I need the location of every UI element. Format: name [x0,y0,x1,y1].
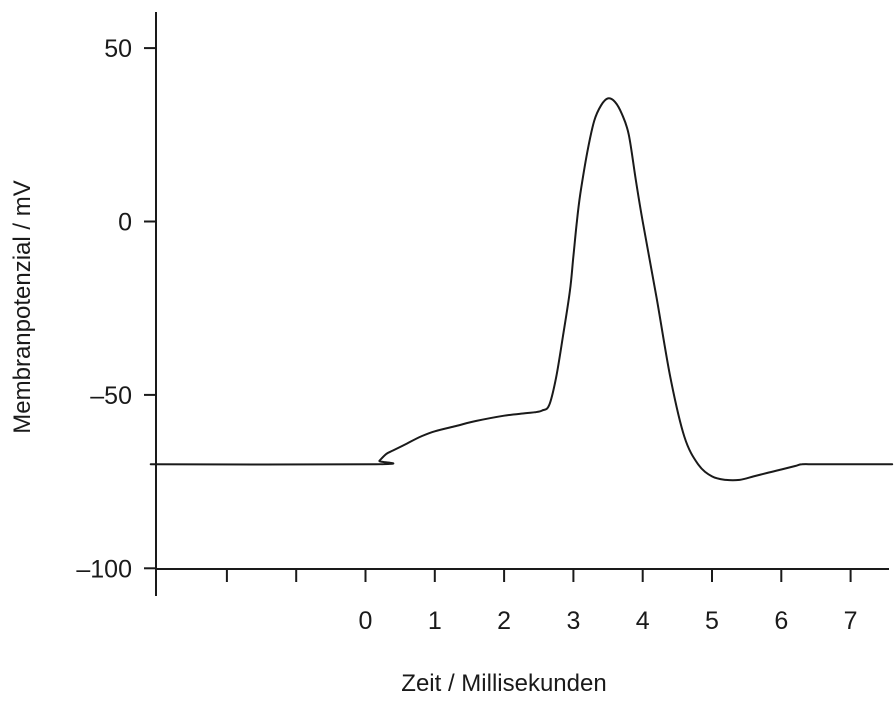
ticks: 50 0 –50 –100 0 1 2 3 4 5 6 7 [76,35,857,635]
y-tick-label: –100 [76,555,132,583]
x-tick-label: 4 [636,607,650,635]
membrane-potential-line [149,97,894,482]
x-tick-label: 2 [497,607,511,635]
x-tick-label: 5 [705,607,719,635]
x-tick-label: 0 [359,607,373,635]
y-tick-label: 50 [104,35,132,63]
y-axis-title: Membranpotenzial / mV [9,180,36,433]
x-tick-label: 3 [566,607,580,635]
x-axis-title: Zeit / Millisekunden [401,670,606,697]
y-tick-label: –50 [90,382,132,410]
x-tick-label: 6 [774,607,788,635]
x-tick-label: 1 [428,607,442,635]
y-tick-label: 0 [118,209,132,237]
x-tick-label: 7 [844,607,858,635]
